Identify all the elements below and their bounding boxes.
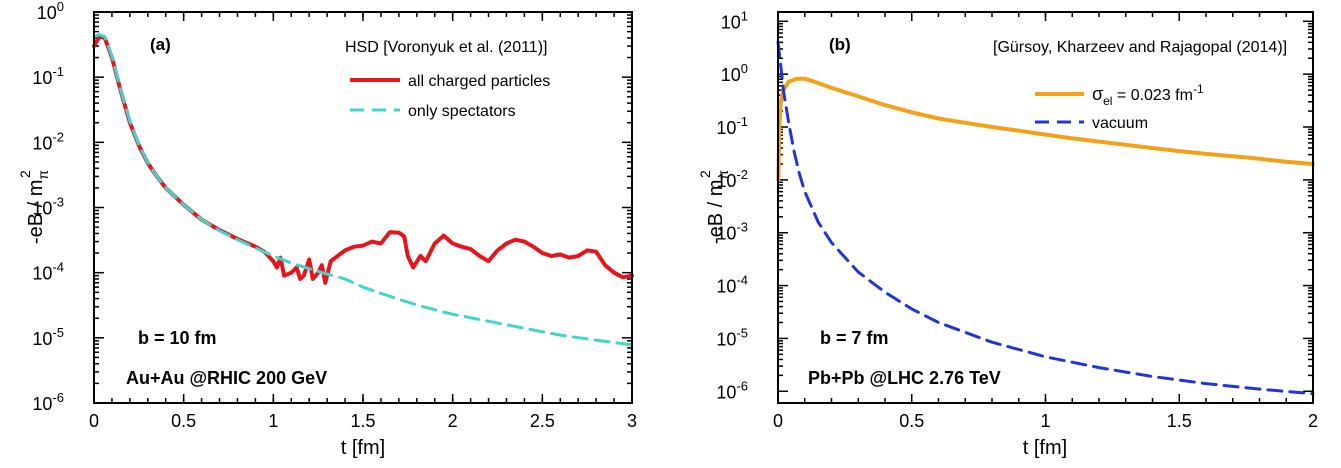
panel-a-xtick-label-3: 1.5 xyxy=(350,411,375,431)
panel-b-xtick-label-0: 0 xyxy=(773,411,783,431)
panel-a-xtick-label-5: 2.5 xyxy=(530,411,555,431)
panel-a-ytick-label-1: 10-5 xyxy=(32,325,64,349)
panel-a-ytick-label-4: 10-2 xyxy=(32,129,64,153)
panel-b-legend-label-sigma: σel = 0.023 fm-1 xyxy=(1092,82,1204,108)
panel-b-ytick-label-6: 100 xyxy=(721,61,748,85)
panel-b-legend-sigma-rest: = 0.023 fm xyxy=(1112,87,1193,104)
svg-text:-eB / mπ2: -eB / mπ2 xyxy=(17,170,51,244)
panel-a-ylabel: -eB / mπ2 xyxy=(17,170,51,244)
panel-b-series-0 xyxy=(776,76,1315,182)
panel-b-ytick-label-5: 10-1 xyxy=(716,114,748,138)
panel-a-xlabel: t [fm] xyxy=(341,437,385,459)
panel-a-annotation-system: Au+Au @RHIC 200 GeV xyxy=(126,368,327,388)
panel-b-legend-sigma-sub: el xyxy=(1103,94,1112,108)
panel-a-series-1 xyxy=(92,33,634,347)
panel-a-annotation-impact: b = 10 fm xyxy=(138,328,217,348)
panel-a-legend-label-charged: all charged particles xyxy=(408,73,550,90)
panel-b-ylabel: -eB / mπ2 xyxy=(697,170,731,244)
panel-b-ytick-label-7: 101 xyxy=(721,8,748,32)
panel-a-ytick-label-5: 10-1 xyxy=(32,64,64,88)
panel-b-series xyxy=(776,40,1315,396)
panel-b-legend-title: [Gürsoy, Kharzeev and Rajagopal (2014)] xyxy=(993,39,1287,56)
panel-a-ytick-label-0: 10-6 xyxy=(32,390,64,414)
panel-a-ytick-label-6: 100 xyxy=(37,0,64,23)
panel-a-series xyxy=(92,33,634,347)
panel-a-series-0 xyxy=(92,34,634,285)
panel-a-legend-label-spectators: only spectators xyxy=(408,103,516,120)
panel-b-xlabel: t [fm] xyxy=(1023,437,1067,459)
panel-b-ytick-label-1: 10-5 xyxy=(716,325,748,349)
panel-a-ylabel-sup: 2 xyxy=(17,170,33,178)
panel-b-xtick-label-1: 0.5 xyxy=(899,411,924,431)
panel-b-legend-sigma-sup: -1 xyxy=(1193,82,1204,96)
panel-b-annotation-system: Pb+Pb @LHC 2.76 TeV xyxy=(808,368,1001,388)
panel-a: 0 0.5 1 1.5 2 2.5 310-610-510-410-310-210-1100… xyxy=(17,0,637,459)
panel-a-label: (a) xyxy=(150,35,171,54)
panel-b-legend-sigma-symbol: σ xyxy=(1092,84,1103,104)
panel-a-xtick-label-0: 0 xyxy=(89,411,99,431)
panel-a-ylabel-sub: π xyxy=(35,170,51,180)
svg-text:-eB / mπ2: -eB / mπ2 xyxy=(697,170,731,244)
panel-a-xtick-label-2: 1 xyxy=(268,411,278,431)
panel-b-xtick-label-2: 1 xyxy=(1040,411,1050,431)
panel-a-xtick-label-1: 0.5 xyxy=(171,411,196,431)
panel-a-ytick-label-2: 10-4 xyxy=(32,260,64,284)
panel-b-xtick-label-4: 2 xyxy=(1308,411,1318,431)
panel-b-ylabel-main: -eB / m xyxy=(705,180,727,244)
panel-b-ylabel-sub: π xyxy=(715,170,731,180)
panel-a-ylabel-main: -eB / m xyxy=(25,180,47,244)
panel-b-legend-label-vacuum: vacuum xyxy=(1092,115,1148,132)
panel-a-legend-title: HSD [Voronyuk et al. (2011)] xyxy=(345,39,547,56)
panel-b-ytick-label-0: 10-6 xyxy=(716,378,748,402)
panel-b-ytick-label-2: 10-4 xyxy=(716,273,748,297)
panel-b-ylabel-sup: 2 xyxy=(697,170,713,178)
panel-b-series-1 xyxy=(776,40,1315,396)
panel-a-xtick-label-4: 2 xyxy=(448,411,458,431)
panel-b-xtick-label-3: 1.5 xyxy=(1167,411,1192,431)
panel-b-annotation-impact: b = 7 fm xyxy=(820,328,889,348)
panel-b-frame xyxy=(777,11,1314,404)
panel-b: 0 0.5 1 1.5 210-610-510-410-310-210-1100101 … xyxy=(697,8,1318,459)
panel-a-xtick-label-6: 3 xyxy=(627,411,637,431)
panel-b-label: (b) xyxy=(829,35,851,54)
panel-a-frame xyxy=(93,11,633,404)
